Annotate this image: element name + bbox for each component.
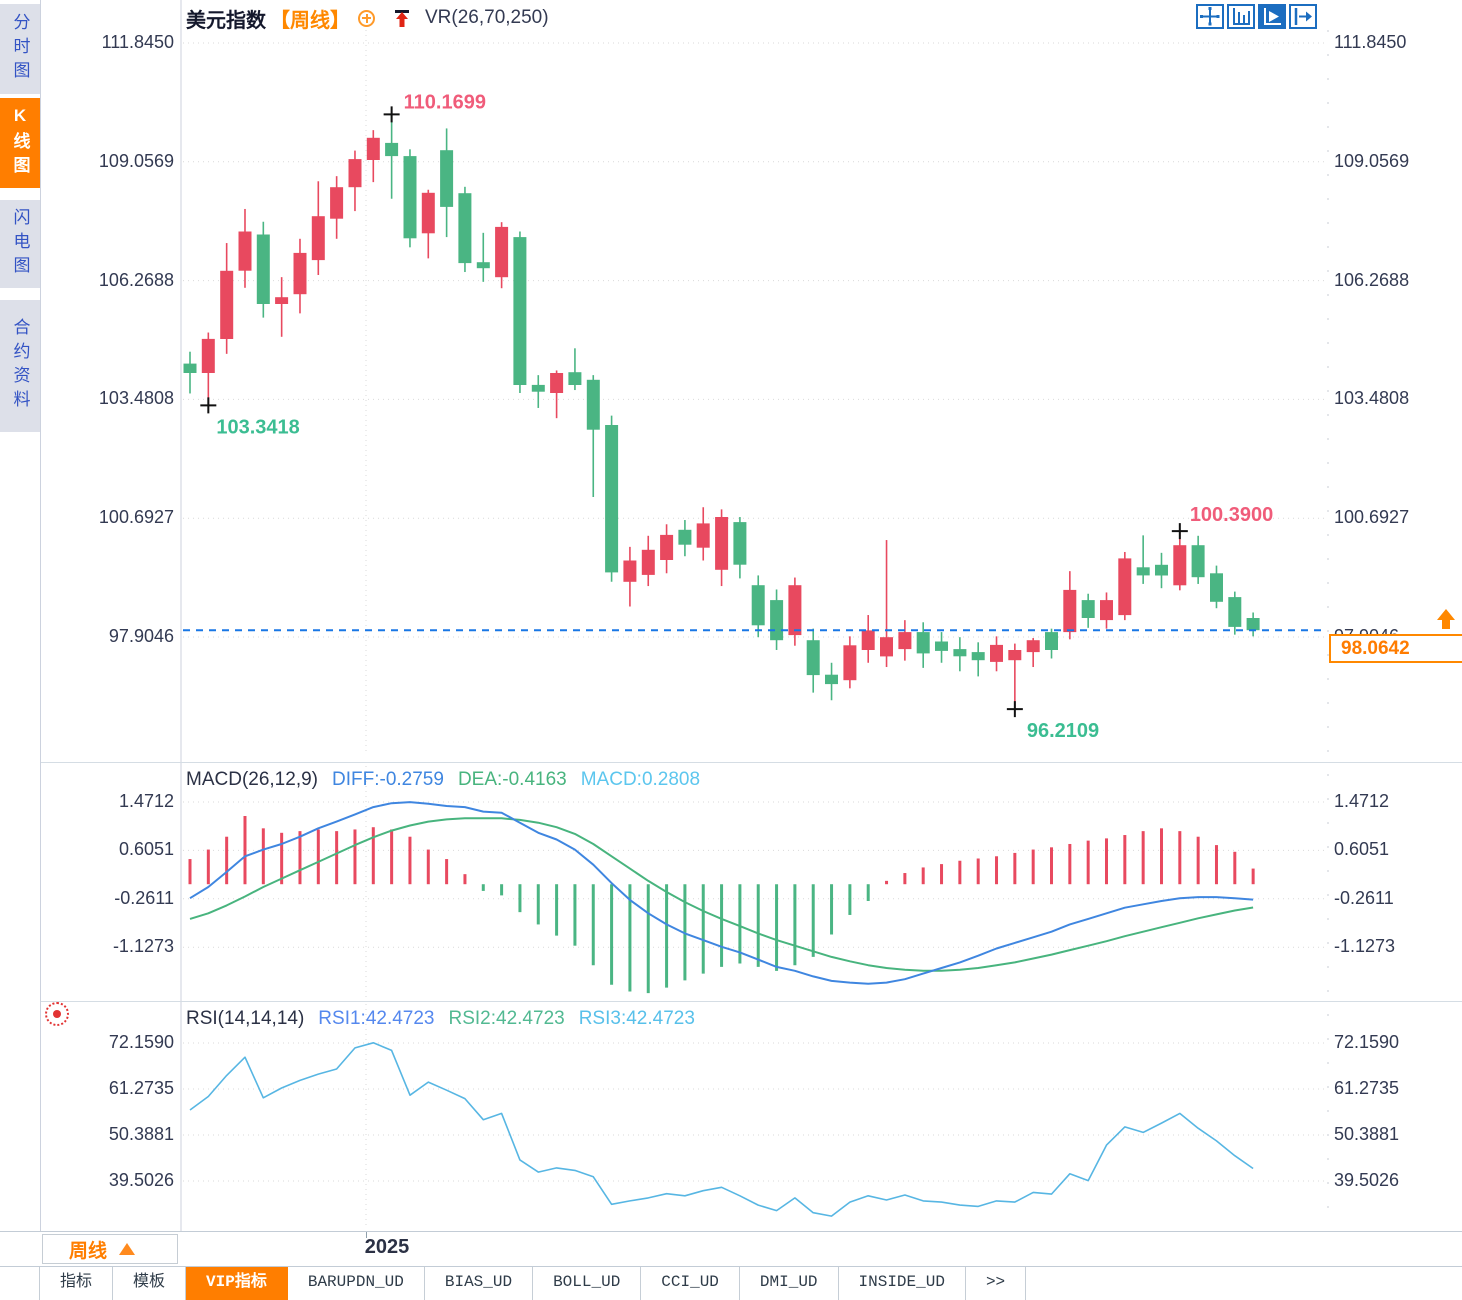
axis-label: 72.1590: [1334, 1032, 1400, 1052]
axis-label: 72.1590: [108, 1032, 174, 1052]
axis-label: 39.5026: [1334, 1169, 1400, 1190]
last-price-box: 98.0642: [1329, 634, 1462, 664]
axis-label: -0.2611: [114, 887, 174, 908]
axis-label: 61.2735: [108, 1078, 174, 1098]
axis-label: 111.8450: [1334, 32, 1407, 52]
svg-text:110.1699: 110.1699: [404, 91, 486, 113]
rsi-title: RSI(14,14,14): [186, 1008, 305, 1029]
tabbar-corner: [0, 1267, 40, 1300]
auto-fit-icon[interactable]: [1258, 4, 1286, 29]
sidebar-item-4[interactable]: 合约资料: [0, 300, 40, 432]
axis-label: 1.4712: [1334, 791, 1390, 811]
axis-label: 100.6927: [98, 507, 174, 528]
macd-title: MACD(26,12,9): [186, 769, 318, 790]
bottom-tab-dmi_ud[interactable]: DMI_UD: [740, 1267, 839, 1300]
sidebar-item-3[interactable]: 闪电图: [0, 200, 40, 288]
svg-text:103.3418: 103.3418: [216, 416, 299, 438]
axis-label: 111.8450: [101, 32, 174, 52]
period-up-triangle-icon: [119, 1243, 136, 1255]
svg-text:100.3900: 100.3900: [1190, 504, 1273, 526]
axis-label: 103.4808: [98, 388, 174, 409]
axis-label: -1.1273: [112, 936, 174, 957]
period-label: 周线: [69, 1240, 108, 1262]
legend-item: RSI3:42.4723: [578, 1008, 695, 1029]
raise-arrow-icon[interactable]: [393, 9, 411, 28]
shift-right-icon[interactable]: [1289, 4, 1317, 29]
axis-label: 0.6051: [1334, 839, 1390, 860]
axis-label: -1.1273: [1334, 936, 1396, 957]
add-indicator-icon[interactable]: [358, 9, 375, 27]
axis-label: 97.9046: [108, 626, 174, 646]
legend-item: DIFF:-0.2759: [332, 769, 444, 790]
price-up-arrow-icon: [1437, 609, 1455, 629]
axis-label: 103.4808: [1334, 388, 1410, 409]
axis-label: 61.2735: [1334, 1078, 1400, 1098]
legend-item: RSI2:42.4723: [448, 1008, 565, 1029]
rsi-legend: RSI(14,14,14) RSI1:42.4723 RSI2:42.4723 RSI…: [186, 1008, 723, 1030]
axis-label: 106.2688: [98, 269, 174, 290]
bottom-tab-inside_ud[interactable]: INSIDE_UD: [839, 1267, 966, 1300]
axis-label: 109.0569: [1334, 150, 1410, 171]
bottom-tab-barupdn_ud[interactable]: BARUPDN_UD: [288, 1267, 425, 1300]
indicator-tabbar: 指标 模板 VIP指标 BARUPDN_UD BIAS_UD BOLL_UD CCI_UD D…: [0, 1267, 1462, 1300]
axis-label: 100.6927: [1334, 507, 1410, 528]
panel-separator: [40, 762, 1462, 763]
chart-toolbar: [1196, 4, 1317, 29]
symbol-name: 美元指数: [186, 9, 266, 32]
panel-separator: [40, 1001, 1462, 1002]
axis-tick: [366, 1232, 367, 1238]
bottom-tab-[interactable]: 模板: [113, 1267, 187, 1300]
axis-label: 50.3881: [1334, 1123, 1400, 1144]
bottom-tab-boll_ud[interactable]: BOLL_UD: [533, 1267, 642, 1300]
axis-label: 1.4712: [118, 791, 174, 811]
axis-label: 50.3881: [108, 1123, 174, 1144]
bottom-tab-cci_ud[interactable]: CCI_UD: [641, 1267, 740, 1300]
period-selector[interactable]: 周线: [42, 1234, 178, 1264]
axis-label: -0.2611: [1334, 887, 1394, 908]
overlay-indicator-label: VR(26,70,250): [425, 7, 549, 28]
chart-title: 美元指数 【周线】 VR(26,70,250): [186, 6, 549, 32]
legend-item: DEA:-0.4163: [457, 769, 567, 790]
legend-item: RSI1:42.4723: [318, 1008, 435, 1029]
alert-sun-icon: [45, 1002, 69, 1026]
axis-label: 0.6051: [118, 839, 174, 860]
axis-label: 109.0569: [98, 150, 174, 171]
year-label: 2025: [364, 1236, 410, 1258]
macd-legend: MACD(26,12,9) DIFF:-0.2759 DEA:-0.4163 MACD…: [186, 769, 728, 791]
bottom-tab-vip[interactable]: VIP指标: [186, 1267, 288, 1300]
bottom-tab-bias_ud[interactable]: BIAS_UD: [425, 1267, 534, 1300]
sidebar: 分时图 K线图闪电图合约资料: [0, 0, 41, 1231]
bottom-tab-[interactable]: 指标: [40, 1267, 114, 1300]
legend-item: MACD:0.2808: [580, 769, 701, 790]
axis-label: 39.5026: [108, 1169, 174, 1190]
period-tag: 【周线】: [270, 9, 350, 32]
bottom-tab-[interactable]: >>: [966, 1267, 1027, 1300]
x-axis-strip: 周线 2025: [0, 1231, 1462, 1267]
pan-icon[interactable]: [1196, 4, 1224, 29]
axis-label: 106.2688: [1334, 269, 1410, 290]
scale-axis-icon[interactable]: [1227, 4, 1255, 29]
sidebar-item-1[interactable]: 分时图: [0, 4, 40, 94]
svg-text:96.2109: 96.2109: [1027, 720, 1099, 742]
sidebar-item-2[interactable]: K线图: [0, 98, 40, 188]
